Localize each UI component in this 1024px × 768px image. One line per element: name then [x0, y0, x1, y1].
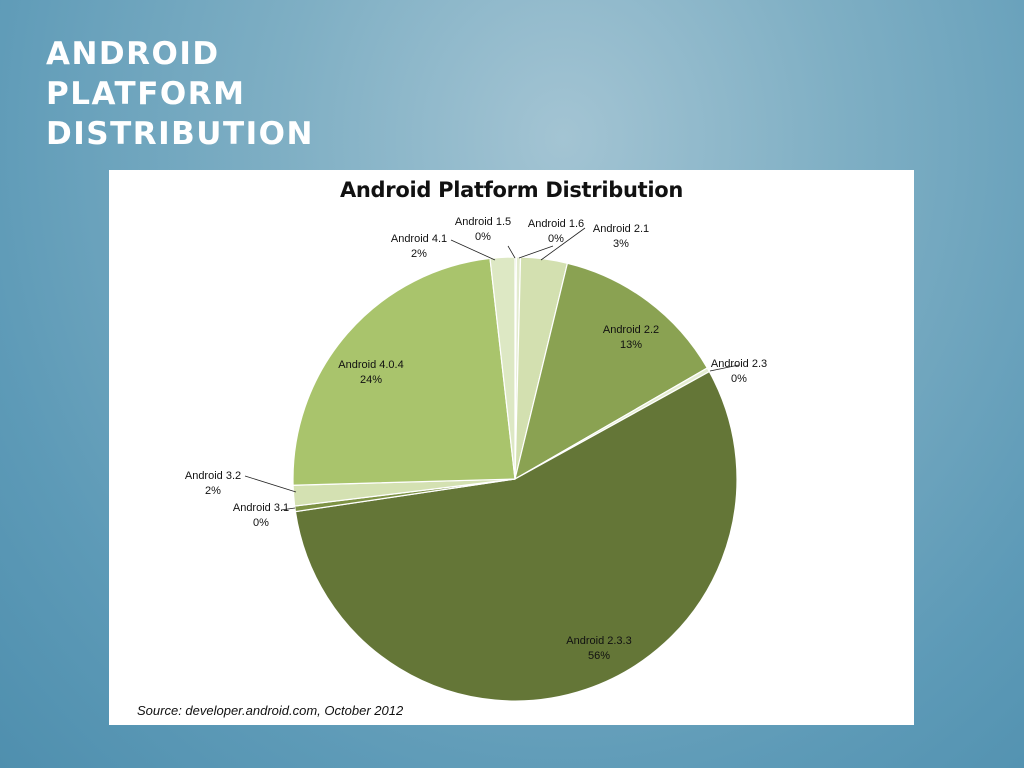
chart-panel: Android Platform Distribution Android 1.…: [109, 170, 914, 725]
slide-title-line-2: PLATFORM: [46, 76, 246, 112]
slide-title-line-1: ANDROID: [46, 36, 220, 72]
slice-label-android-1-5: Android 1.5: [455, 216, 511, 228]
slide-title-line-3: DISTRIBUTION: [46, 116, 314, 152]
slide-title: ANDROID PLATFORM DISTRIBUTION: [46, 34, 314, 154]
slice-percent-android-2-1: 3%: [613, 238, 629, 250]
slice-label-android-3-1: Android 3.1: [233, 502, 289, 514]
leader-line-android-1-5: [507, 245, 516, 259]
slice-label-android-1-6: Android 1.6: [528, 218, 584, 230]
slice-label-android-3-2: Android 3.2: [185, 470, 241, 482]
slice-label-android-2-3: Android 2.3: [711, 358, 767, 370]
slice-percent-android-2-3: 0%: [731, 373, 747, 385]
leader-line-android-2-1: [540, 227, 586, 261]
leader-line-android-4-1: [450, 239, 496, 261]
slice-label-android-2-2: Android 2.2: [603, 324, 659, 336]
leader-line-android-1-6: [518, 245, 554, 259]
pie-slice-android-2-3-3: [294, 370, 738, 702]
pie-slice-android-2-2: [514, 262, 709, 481]
slice-label-android-4-0-4: Android 4.0.4: [338, 359, 403, 371]
leader-line-android-2-3: [709, 364, 740, 372]
slice-label-android-4-1: Android 4.1: [391, 233, 447, 245]
leader-line-android-3-2: [244, 475, 297, 493]
slice-percent-android-2-2: 13%: [620, 339, 642, 351]
slice-percent-android-4-1: 2%: [411, 248, 427, 260]
slice-label-android-2-3-3: Android 2.3.3: [566, 635, 631, 647]
leader-line-android-3-1: [280, 507, 296, 511]
slice-percent-android-1-6: 0%: [548, 233, 564, 245]
slice-percent-android-3-1: 0%: [253, 517, 269, 529]
slice-percent-android-3-2: 2%: [205, 485, 221, 497]
chart-title: Android Platform Distribution: [339, 178, 684, 202]
slice-label-android-2-1: Android 2.1: [593, 223, 649, 235]
slice-percent-android-1-5: 0%: [475, 231, 491, 243]
pie-slice-android-4-0-4: [292, 257, 516, 486]
source-note: Source: developer.android.com, October 2…: [137, 703, 404, 718]
slice-percent-android-4-0-4: 24%: [360, 374, 382, 386]
pie-chart: Android 1.5 0% Android 1.6 0% Android 2.1 3% A…: [185, 216, 767, 702]
pie-slice-android-4-1: [489, 256, 516, 480]
slice-percent-android-2-3-3: 56%: [588, 650, 610, 662]
